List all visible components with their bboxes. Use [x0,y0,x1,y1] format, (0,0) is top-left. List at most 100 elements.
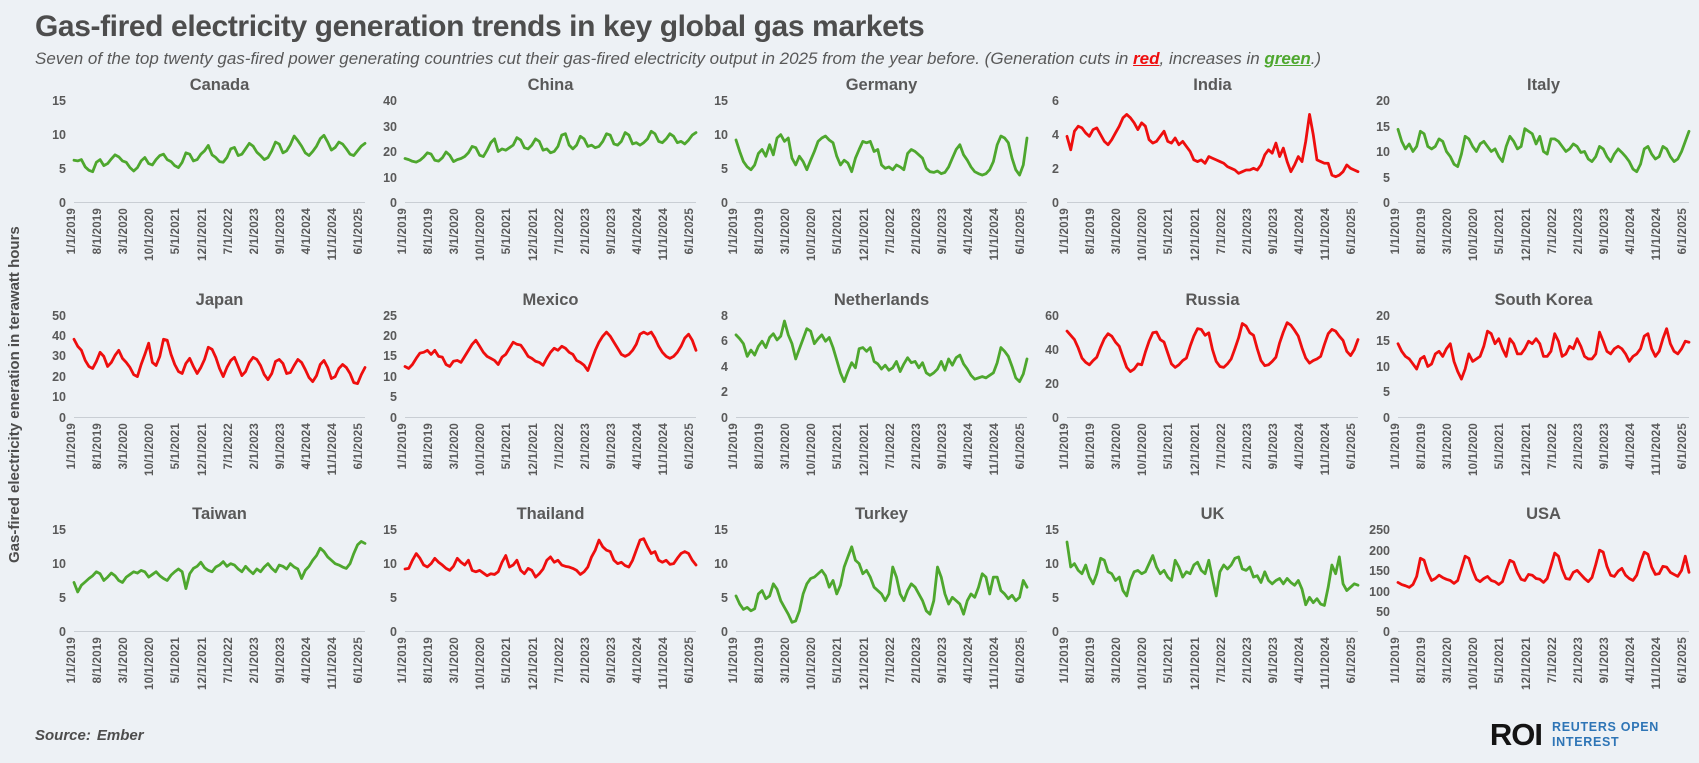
plot-row: 0 5 10 15 [696,523,1027,639]
x-tick-label: 7/1/2022 [1546,637,1559,684]
line-chart-svg [74,97,365,202]
y-tick-label: 10 [52,128,66,142]
x-tick-label: 8/1/2019 [423,422,436,470]
plot-area [1067,526,1358,633]
y-tick-label: 100 [1369,584,1390,599]
x-tick-label: 5/1/2021 [170,422,183,470]
y-axis-ticks: 0 5 10 15 [696,523,736,639]
y-tick-label: 0 [1052,410,1059,425]
subplot-usa: USA 0 50 100 150 200 250 1/1/2019 8/1/2019 3/1/20… [1358,502,1689,717]
trend-line-cut [1067,322,1358,371]
subplot-russia: Russia 0 20 40 60 1/1/2019 8/1/2019 3/1/2020 10/… [1027,288,1358,503]
x-tick-label: 11/1/2024 [989,422,1002,475]
y-tick-label: 20 [1376,94,1390,108]
x-axis-labels: 1/1/2019 8/1/2019 3/1/2020 10/1/2020 5/1/202… [397,418,696,498]
line-chart-svg [736,312,1027,417]
y-tick-label: 5 [59,591,66,606]
x-tick-label: 7/1/2022 [553,637,566,684]
y-axis-ticks: 0 5 10 15 [365,523,405,639]
y-tick-label: 10 [1045,557,1059,572]
x-axis-labels: 1/1/2019 8/1/2019 3/1/2020 10/1/2020 5/1/202… [1390,418,1689,498]
subplot-canada: Canada 0 5 10 15 1/1/2019 8/1/2019 3/1/2020 10/1… [34,73,365,288]
x-tick-label: 5/1/2021 [1494,422,1507,470]
subplot-title: Mexico [522,290,579,309]
x-tick-label: 10/1/2020 [1137,637,1150,691]
x-tick-label: 10/1/2020 [1468,637,1481,691]
trend-line-increase [1067,542,1358,605]
subplot-title: Canada [189,76,250,94]
y-tick-label: 5 [1383,385,1390,400]
y-axis-ticks: 0 5 10 15 20 25 [365,309,405,425]
x-tick-label: 7/1/2022 [553,208,566,255]
y-tick-label: 0 [1052,625,1059,640]
x-tick-label: 3/1/2020 [780,422,793,470]
x-tick-label: 1/1/2019 [1059,422,1071,470]
x-tick-label: 9/1/2023 [936,637,949,684]
x-axis-labels: 1/1/2019 8/1/2019 3/1/2020 10/1/2020 5/1/202… [728,418,1027,498]
y-axis-ticks: 0 50 100 150 200 250 [1358,523,1398,639]
x-tick-label: 4/1/2024 [963,637,976,684]
x-tick-label: 1/1/2019 [397,208,409,255]
x-tick-label: 10/1/2020 [806,637,819,691]
plot-row: 0 5 10 15 20 25 [365,309,696,425]
x-tick-label: 9/1/2023 [605,208,618,255]
x-tick-label: 5/1/2021 [1163,208,1176,255]
x-tick-label: 3/1/2020 [449,208,462,255]
x-tick-label: 7/1/2022 [1546,422,1559,470]
x-tick-label: 10/1/2020 [475,637,488,691]
x-axis-labels: 1/1/2019 8/1/2019 3/1/2020 10/1/2020 5/1/202… [728,632,1027,712]
x-tick-label: 4/1/2024 [963,422,976,470]
x-tick-label: 9/1/2023 [1598,422,1611,470]
y-tick-label: 5 [390,591,397,606]
x-tick-label: 5/1/2021 [501,208,514,255]
x-tick-label: 4/1/2024 [301,422,314,470]
x-tick-label: 1/1/2019 [728,422,740,470]
trend-line-increase [74,135,365,171]
x-tick-label: 6/1/2025 [1346,208,1359,255]
x-tick-label: 11/1/2024 [327,422,340,475]
x-tick-label: 2/1/2023 [1572,422,1585,470]
subplot-south-korea: South Korea 0 5 10 15 20 1/1/2019 8/1/2019 3/1/2… [1358,288,1689,503]
subplot-title: South Korea [1494,290,1593,309]
x-tick-label: 5/1/2021 [170,208,183,255]
x-tick-label: 4/1/2024 [301,637,314,684]
x-axis-labels: 1/1/2019 8/1/2019 3/1/2020 10/1/2020 5/1/202… [728,203,1028,283]
x-tick-label: 4/1/2024 [1625,637,1638,684]
x-tick-label: 6/1/2025 [1015,208,1028,255]
y-tick-label: 15 [1376,334,1390,349]
subplot-india: India 0 2 4 6 1/1/2019 8/1/2019 3/1/2020 10/1/20… [1027,73,1358,288]
x-tick-label: 5/1/2021 [501,637,514,684]
x-axis-labels: 1/1/2019 8/1/2019 3/1/2020 10/1/2020 5/1/202… [1390,632,1689,712]
x-tick-label: 7/1/2022 [884,422,897,470]
y-tick-label: 0 [59,625,66,640]
x-tick-label: 7/1/2022 [222,422,235,470]
y-axis-ticks: 0 5 10 15 20 [1358,94,1398,210]
trend-line-cut [405,539,696,577]
y-tick-label: 15 [1376,119,1390,134]
y-tick-label: 50 [52,308,66,323]
x-tick-label: 11/1/2024 [1320,637,1333,690]
x-tick-label: 2/1/2023 [910,637,923,684]
subtitle-red-word: red [1133,49,1160,68]
x-tick-label: 4/1/2024 [632,208,645,255]
x-tick-label: 6/1/2025 [353,637,366,684]
y-axis-ticks: 0 5 10 15 [696,94,736,210]
y-tick-label: 0 [721,196,728,210]
plot-area [736,526,1027,633]
subplot-title: China [527,76,574,94]
y-tick-label: 4 [1052,128,1059,142]
x-tick-label: 12/1/2021 [527,208,540,261]
x-tick-label: 9/1/2023 [605,637,618,684]
subplot-title: Turkey [855,505,908,524]
line-chart-svg [405,97,696,202]
x-tick-label: 6/1/2025 [353,422,366,470]
subplot-japan: Japan 0 10 20 30 40 50 1/1/2019 8/1/2019 3/1/2020… [34,288,365,503]
y-tick-label: 15 [383,523,397,538]
y-axis-ticks: 0 10 20 30 40 [365,94,405,210]
x-tick-label: 10/1/2020 [806,208,819,261]
trend-line-cut [405,332,696,370]
subplot-uk: UK 0 5 10 15 1/1/2019 8/1/2019 3/1/2020 10/1/202… [1027,502,1358,717]
x-tick-label: 4/1/2024 [301,208,314,255]
y-axis-ticks: 0 2 4 6 [1027,94,1067,210]
